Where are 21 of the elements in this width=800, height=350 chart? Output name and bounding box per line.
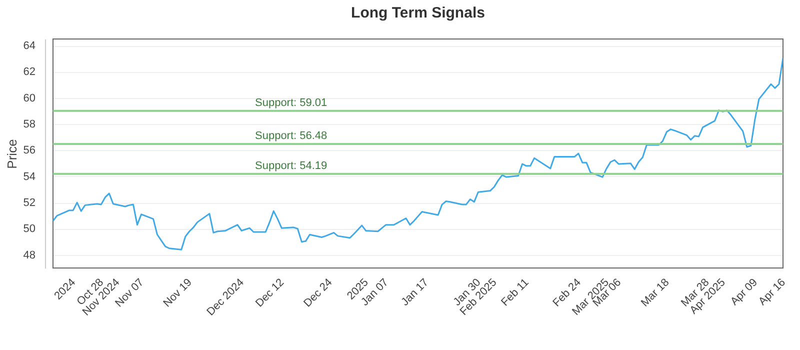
- y-tick-label: 58: [23, 118, 36, 131]
- y-axis-title: Price: [4, 139, 20, 169]
- y-tick-label: 50: [23, 223, 36, 236]
- line-series: [53, 57, 783, 250]
- x-tick-label: Dec 24: [302, 276, 335, 310]
- ref-line-label: Support: 59.01: [255, 96, 328, 109]
- y-tick-label: 64: [23, 40, 36, 52]
- ref-line-label: Support: 54.19: [255, 160, 328, 172]
- x-tick-label: Dec 12: [253, 276, 287, 310]
- y-tick-label: 52: [23, 197, 36, 210]
- y-tick-label: 56: [23, 144, 36, 157]
- y-tick-label: 48: [23, 249, 36, 262]
- y-tick-label: 62: [23, 66, 36, 78]
- y-tick-label: 60: [23, 92, 36, 104]
- ref-line-label: Support: 56.48: [255, 130, 328, 142]
- y-tick-label: 54: [23, 170, 36, 183]
- chart-title: Long Term Signals: [351, 4, 485, 22]
- x-tick-label: Feb 11: [499, 276, 532, 309]
- x-tick-label: Nov 19: [161, 276, 194, 310]
- x-tick-label: Jan 17: [399, 276, 431, 308]
- x-tick-label: Mar 18: [638, 276, 672, 310]
